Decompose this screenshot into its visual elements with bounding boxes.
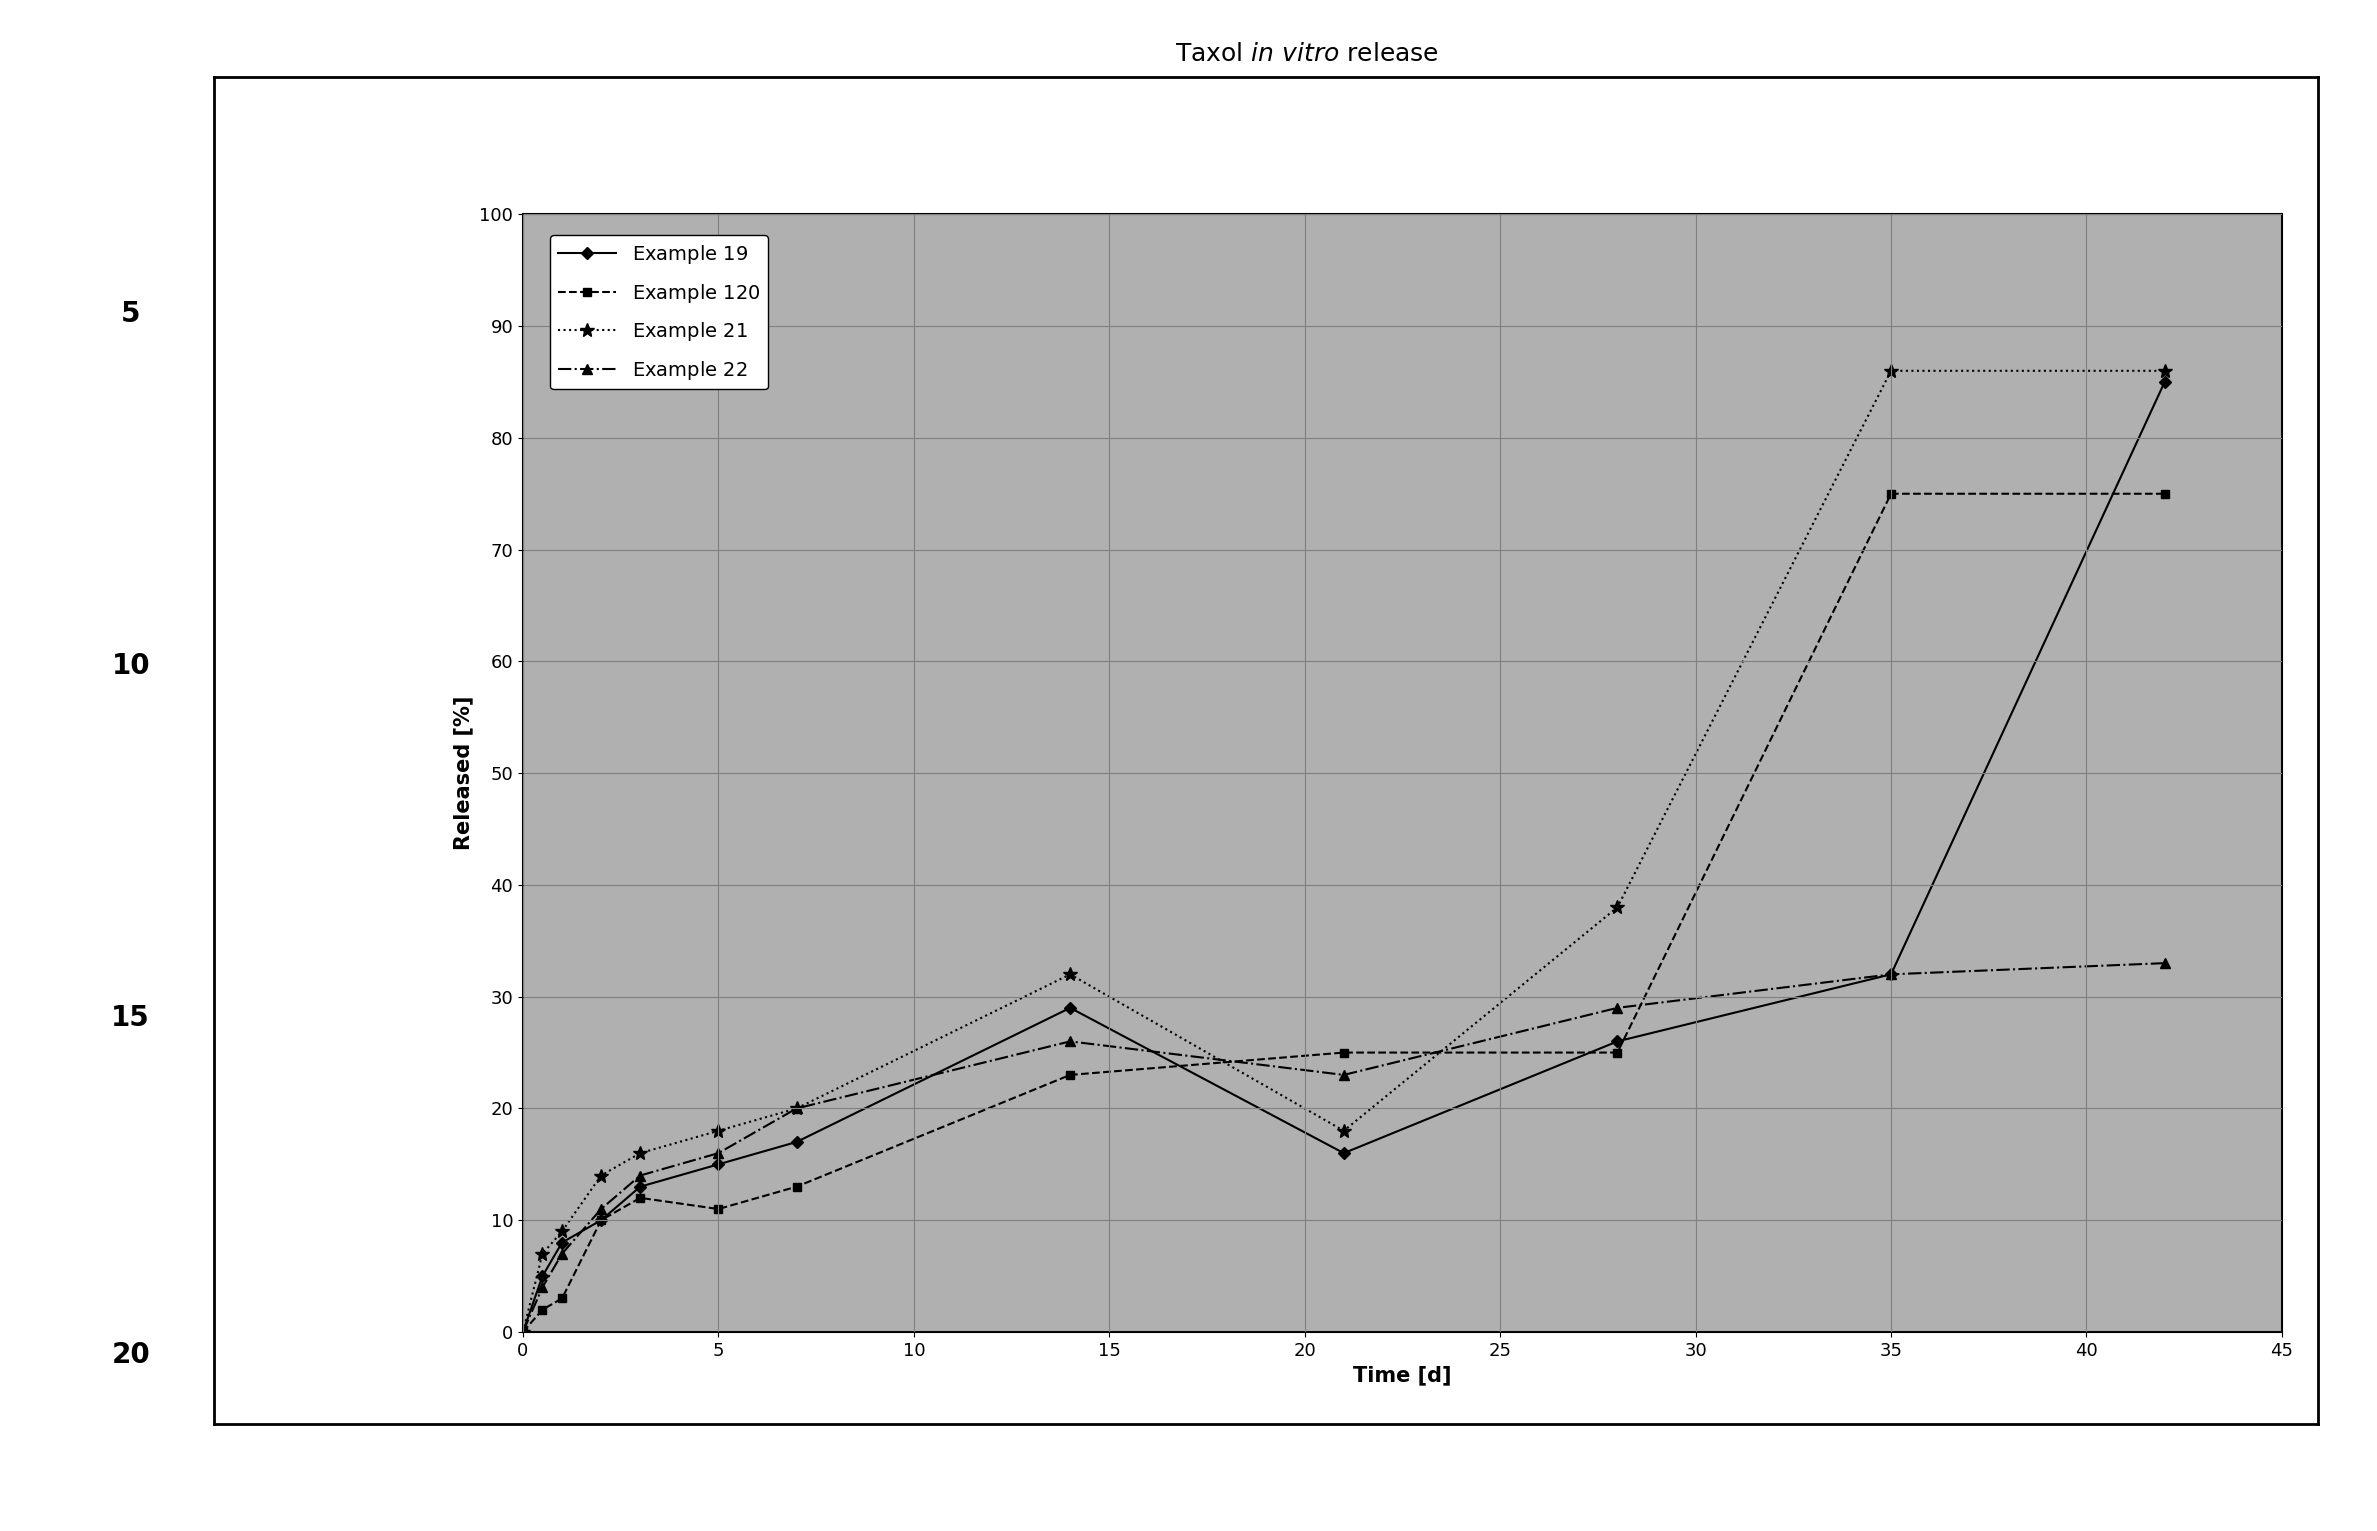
Text: 5: 5 (121, 300, 140, 328)
Text: 20: 20 (112, 1341, 150, 1369)
Text: Taxol $\it{in\ vitro}$ release: Taxol $\it{in\ vitro}$ release (1174, 41, 1440, 66)
Text: 15: 15 (112, 1004, 150, 1032)
Y-axis label: Released [%]: Released [%] (454, 697, 473, 850)
Legend: Example $\it{19}$, Example $\it{120}$, Example $\it{21}$, Example $\it{22}$: Example $\it{19}$, Example $\it{120}$, E… (549, 236, 768, 389)
X-axis label: Time [d]: Time [d] (1353, 1366, 1452, 1386)
Text: 10: 10 (112, 652, 150, 680)
